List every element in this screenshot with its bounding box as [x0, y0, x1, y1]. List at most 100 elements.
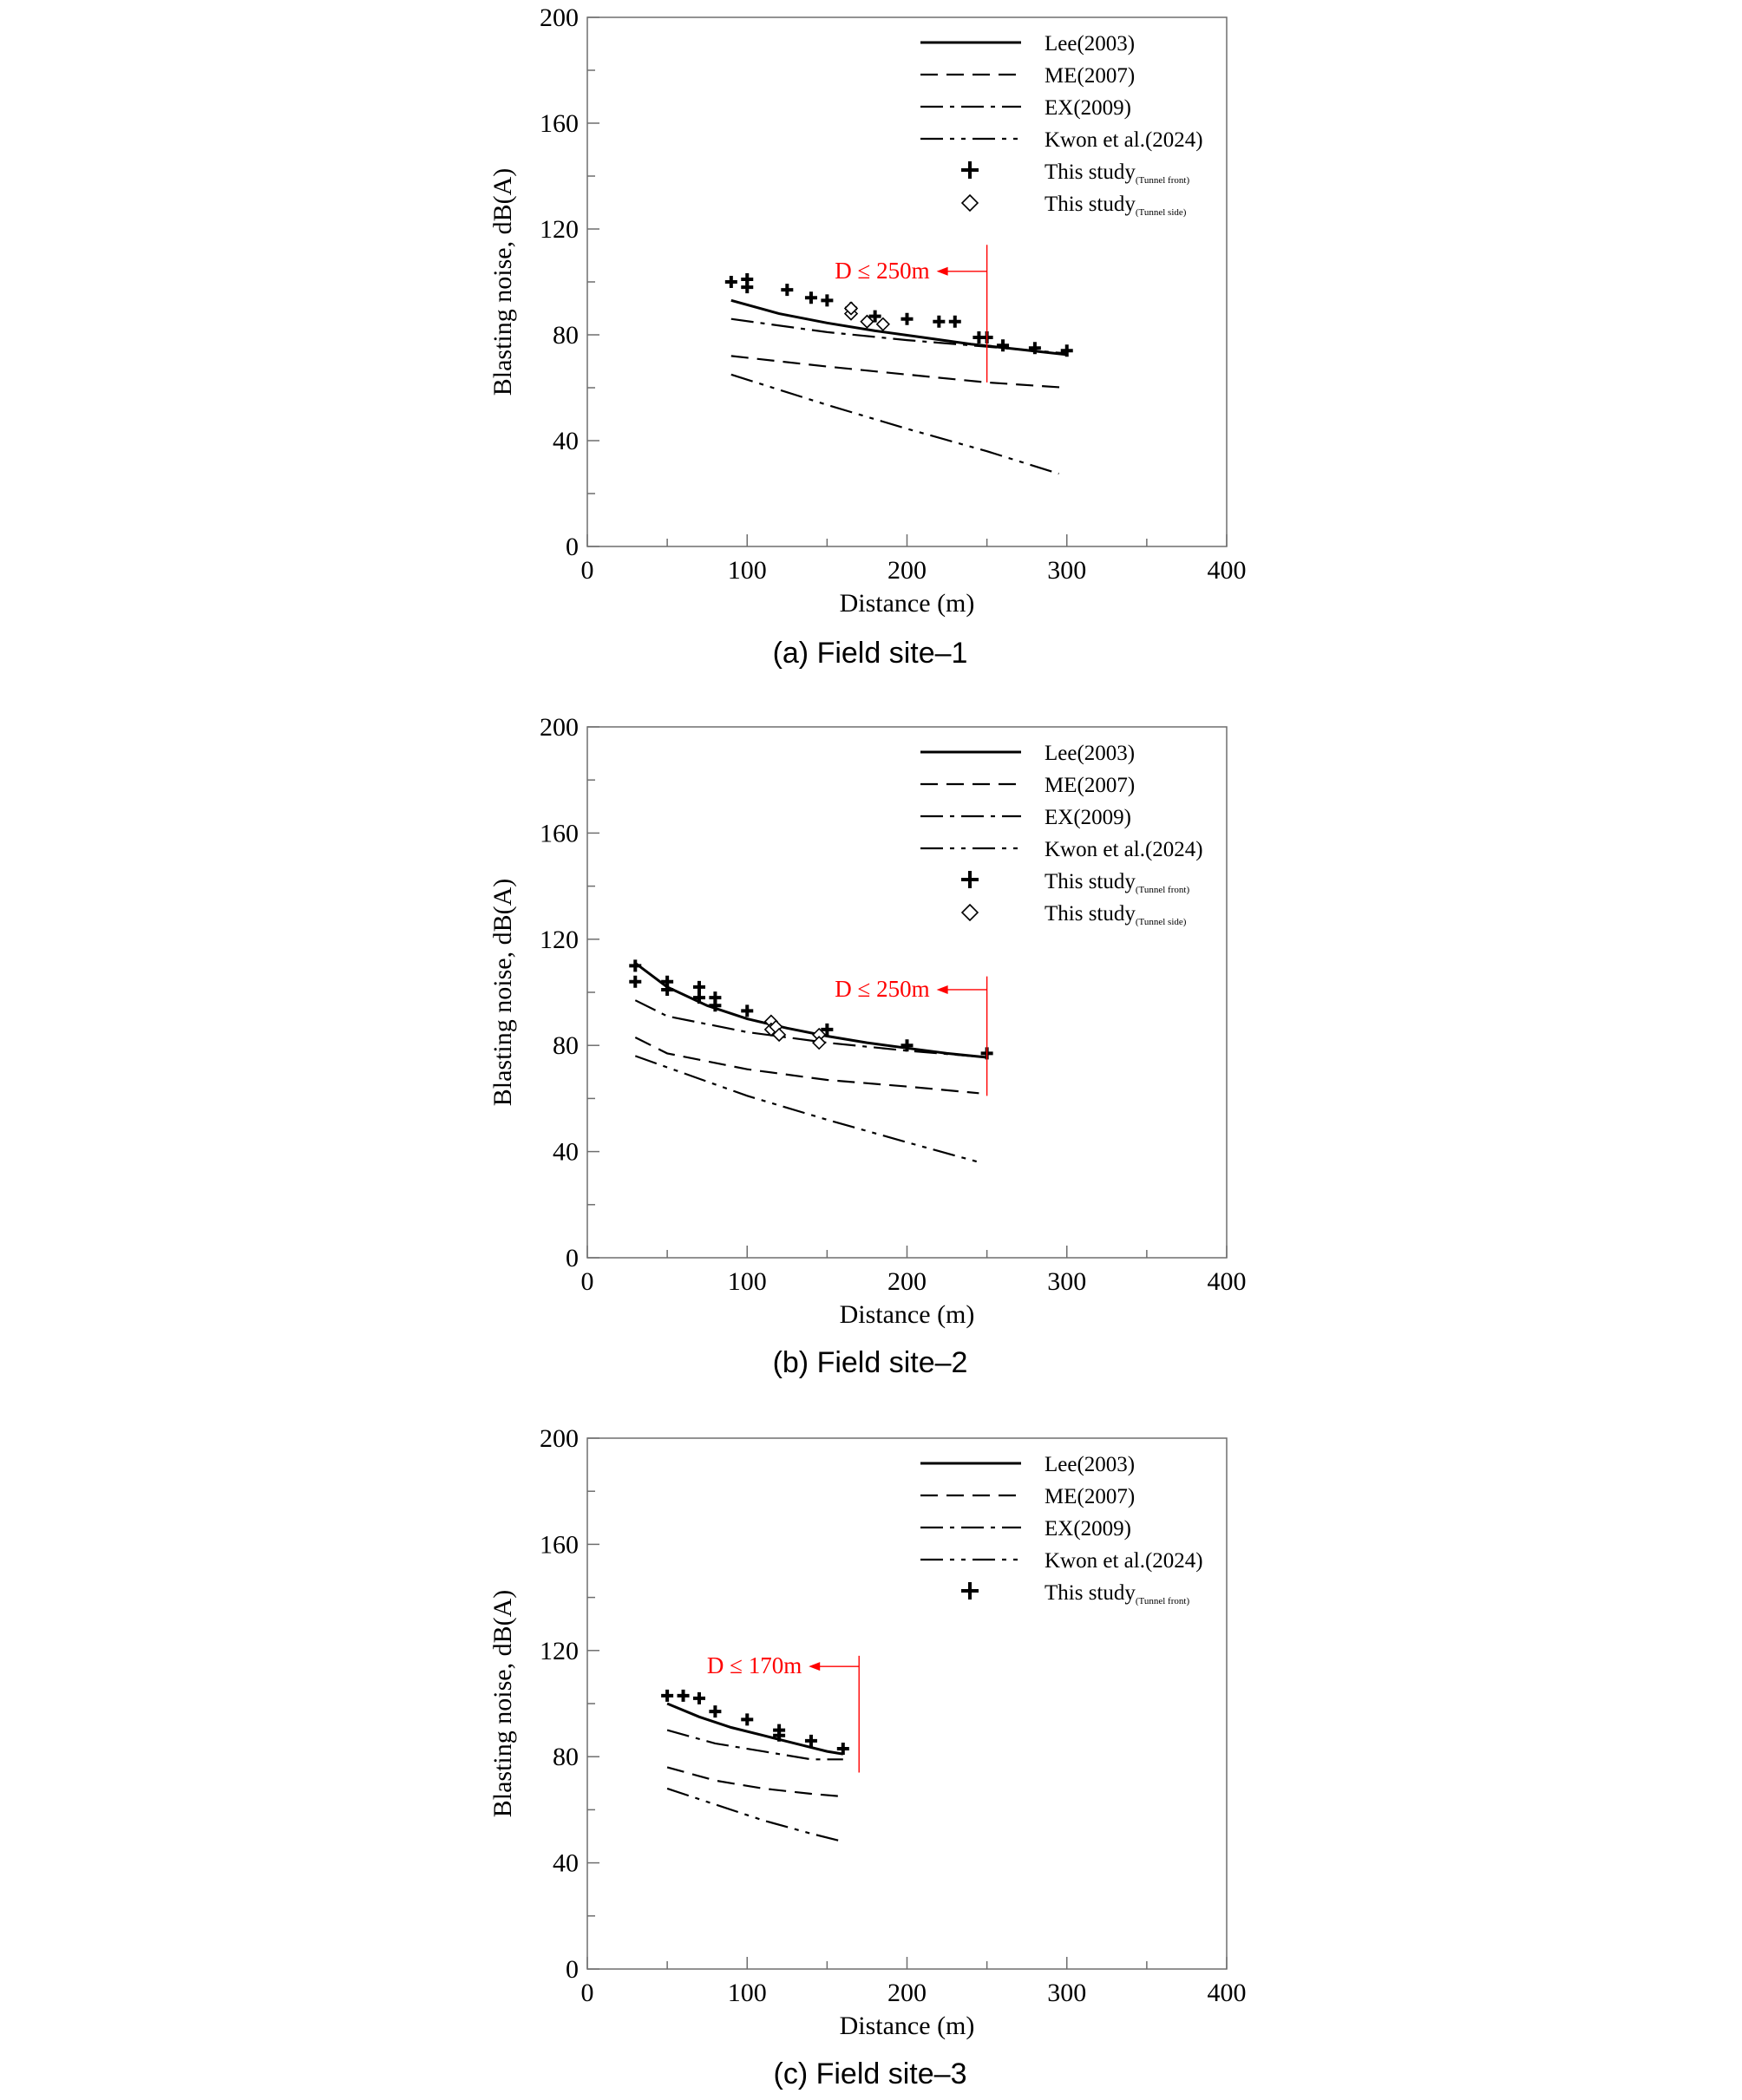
legend-label: Lee(2003)	[1045, 1453, 1135, 1476]
data-point-tunnel-front	[1028, 342, 1041, 355]
y-tick-label: 40	[553, 427, 579, 455]
legend-label: ME(2007)	[1045, 1485, 1135, 1508]
data-point-tunnel-front	[629, 975, 642, 988]
data-point-tunnel-front	[804, 291, 817, 304]
y-tick-label: 160	[540, 819, 579, 847]
x-tick-label: 300	[1047, 1979, 1086, 2007]
y-axis-label: Blasting noise, dB(A)	[488, 168, 517, 396]
data-point-tunnel-front	[1060, 344, 1073, 357]
data-point-tunnel-front	[933, 315, 946, 328]
data-point-tunnel-front	[900, 1039, 914, 1052]
series-line-lee-2003	[666, 1702, 844, 1756]
data-point-tunnel-front	[821, 1023, 834, 1036]
y-tick-label: 80	[553, 1031, 579, 1060]
data-point-tunnel-front	[821, 294, 834, 307]
chart-panel-1: 0 100 200 300 400 0 40 80 120 160 200 Distance (m) B…	[488, 3, 1247, 670]
data-point-tunnel-front	[692, 980, 705, 993]
y-tick-label: 160	[540, 109, 579, 138]
x-tick-label: 300	[1047, 1267, 1086, 1296]
legend-sublabel: (Tunnel side)	[1136, 207, 1187, 218]
legend-label: EX(2009)	[1045, 96, 1131, 120]
data-point-tunnel-front	[781, 284, 794, 297]
data-point-tunnel-side	[860, 314, 874, 329]
data-point-tunnel-front	[997, 339, 1010, 352]
x-tick-label: 0	[581, 1979, 594, 2007]
y-tick-label: 0	[566, 1244, 579, 1272]
x-axis-label: Distance (m)	[840, 589, 975, 618]
figure-caption: (b) Field site–2	[773, 1346, 968, 1379]
chart-panel-2: 0 100 200 300 400 0 40 80 120 160 200 Distance (m) B…	[488, 713, 1247, 1379]
legend-marker-tunnel-side	[960, 903, 979, 922]
legend-sublabel: (Tunnel front)	[1136, 175, 1190, 186]
x-tick-label: 200	[887, 1267, 927, 1296]
legend-marker-tunnel-side	[960, 193, 979, 213]
legend-label: Lee(2003)	[1045, 742, 1135, 765]
y-tick-label: 120	[540, 1637, 579, 1665]
series-line-ex-2009	[666, 1729, 843, 1761]
series-line-lee-2003	[730, 298, 1067, 357]
x-tick-label: 200	[887, 556, 927, 585]
legend-marker-tunnel-front	[961, 1582, 979, 1600]
data-point-tunnel-front	[692, 991, 705, 1004]
data-point-tunnel-front	[804, 1734, 817, 1747]
y-tick-label: 0	[566, 533, 579, 561]
y-tick-label: 40	[553, 1138, 579, 1167]
data-point-tunnel-front	[773, 1729, 786, 1742]
legend-label: EX(2009)	[1045, 806, 1131, 829]
legend-label: EX(2009)	[1045, 1517, 1131, 1541]
legend-label: Lee(2003)	[1045, 32, 1135, 56]
y-tick-label: 40	[553, 1849, 579, 1878]
x-tick-label: 100	[728, 1267, 767, 1296]
data-point-tunnel-front	[629, 959, 642, 972]
data-point-tunnel-front	[741, 1004, 754, 1017]
x-tick-label: 0	[581, 556, 594, 585]
legend-sublabel: (Tunnel side)	[1136, 917, 1187, 927]
legend-label: ME(2007)	[1045, 774, 1135, 797]
y-tick-label: 200	[540, 713, 579, 742]
x-axis-label: Distance (m)	[840, 2012, 975, 2040]
legend-label: Kwon et al.(2024)	[1045, 1549, 1203, 1573]
data-point-tunnel-front	[661, 983, 674, 996]
series-line-me-2007	[730, 355, 1067, 389]
distance-limit-arrow-head	[936, 985, 948, 994]
data-point-tunnel-front	[677, 1689, 690, 1702]
data-point-tunnel-front	[741, 281, 754, 294]
data-point-tunnel-front	[692, 1691, 705, 1704]
data-point-tunnel-side	[875, 317, 890, 331]
series-line-ex-2009	[634, 999, 987, 1059]
series-line-kwon-et-al-2024	[666, 1787, 844, 1843]
y-axis-label: Blasting noise, dB(A)	[488, 879, 517, 1107]
data-point-tunnel-front	[661, 1689, 674, 1702]
y-tick-label: 80	[553, 1743, 579, 1771]
series-line-me-2007	[634, 1037, 979, 1095]
legend-label: Kwon et al.(2024)	[1045, 128, 1203, 152]
data-point-tunnel-front	[724, 276, 737, 288]
y-tick-label: 120	[540, 215, 579, 244]
data-point-tunnel-front	[741, 1713, 754, 1726]
legend: Lee(2003) ME(2007) EX(2009) Kwon et al.(202…	[920, 742, 1203, 927]
series-line-ex-2009	[730, 317, 1067, 355]
x-tick-label: 400	[1208, 1979, 1247, 2007]
y-tick-label: 0	[566, 1955, 579, 1984]
x-tick-label: 400	[1208, 1267, 1247, 1296]
y-tick-label: 200	[540, 1424, 579, 1453]
legend-marker-tunnel-front	[961, 161, 979, 179]
distance-limit-label: D ≤ 250m	[835, 976, 929, 1002]
distance-limit-label: D ≤ 170m	[707, 1652, 802, 1678]
x-tick-label: 0	[581, 1267, 594, 1296]
data-point-tunnel-side	[771, 1027, 787, 1043]
x-tick-label: 400	[1208, 556, 1247, 585]
legend-sublabel: (Tunnel front)	[1136, 885, 1190, 895]
x-axis-label: Distance (m)	[840, 1300, 975, 1329]
figure-caption: (a) Field site–1	[773, 637, 968, 670]
y-tick-label: 200	[540, 3, 579, 32]
distance-limit-arrow-head	[936, 266, 948, 276]
data-point-tunnel-front	[836, 1743, 849, 1756]
figure-caption: (c) Field site–3	[774, 2057, 967, 2090]
y-tick-label: 80	[553, 321, 579, 350]
data-point-tunnel-side	[812, 1036, 827, 1050]
legend-marker-tunnel-front	[961, 871, 979, 888]
series-line-lee-2003	[634, 962, 987, 1059]
distance-limit-arrow-head	[809, 1662, 821, 1671]
legend-label: Kwon et al.(2024)	[1045, 838, 1203, 861]
